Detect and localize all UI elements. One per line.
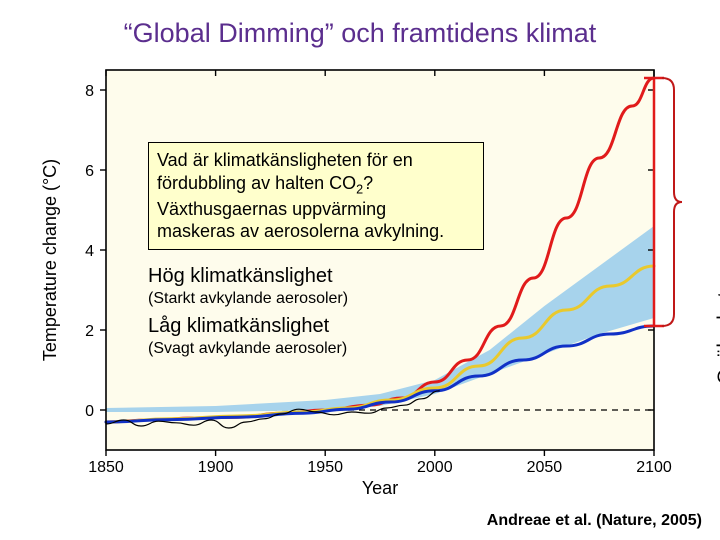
low-sensitivity-label: Låg klimatkänslighet (Svagt avkylande ae…: [148, 314, 347, 359]
high-sensitivity-label: Hög klimatkänslighet (Starkt avkylande a…: [148, 264, 348, 309]
info-line1: Vad är klimatkänsligheten för en: [157, 149, 475, 172]
svg-text:4: 4: [85, 243, 94, 260]
svg-text:6: 6: [85, 163, 94, 180]
svg-text:1850: 1850: [88, 459, 124, 476]
info-line2-pre: fördubbling av halten CO: [157, 173, 356, 193]
svg-text:2100: 2100: [636, 459, 672, 476]
svg-text:8: 8: [85, 83, 94, 100]
svg-text:2: 2: [85, 323, 94, 340]
low-label-text: Låg klimatkänslighet: [148, 314, 347, 339]
svg-text:Temperature change (°C): Temperature change (°C): [40, 159, 60, 361]
chart-svg: 1850 1900 1950 2000 2050 2100 0 2 4 6 8 Year Tempera…: [28, 60, 693, 500]
svg-text:0: 0: [85, 403, 94, 420]
info-line2-post: ?: [363, 173, 373, 193]
low-label-sub: (Svagt avkylande aerosoler): [148, 339, 347, 359]
high-label-text: Hög klimatkänslighet: [148, 264, 348, 289]
info-line2: fördubbling av halten CO2?: [157, 172, 475, 198]
citation: Andreae et al. (Nature, 2005): [487, 512, 702, 530]
high-label-sub: (Starkt avkylande aerosoler): [148, 289, 348, 309]
uncertainty-label: Osäkerhet: [714, 292, 720, 384]
info-line3: Växthusgaernas uppvärming: [157, 198, 475, 221]
slide-root: “Global Dimming” och framtidens klimat 1…: [0, 0, 720, 540]
svg-text:Year: Year: [362, 478, 398, 498]
svg-text:1950: 1950: [307, 459, 343, 476]
chart-container: 1850 1900 1950 2000 2050 2100 0 2 4 6 8 Year Tempera…: [28, 60, 693, 500]
slide-title: “Global Dimming” och framtidens klimat: [0, 18, 720, 49]
info-line4: maskeras av aerosolerna avkylning.: [157, 220, 475, 243]
info-box: Vad är klimatkänsligheten för en fördubb…: [148, 142, 484, 250]
svg-text:1900: 1900: [198, 459, 234, 476]
svg-text:2000: 2000: [417, 459, 453, 476]
svg-text:2050: 2050: [527, 459, 563, 476]
